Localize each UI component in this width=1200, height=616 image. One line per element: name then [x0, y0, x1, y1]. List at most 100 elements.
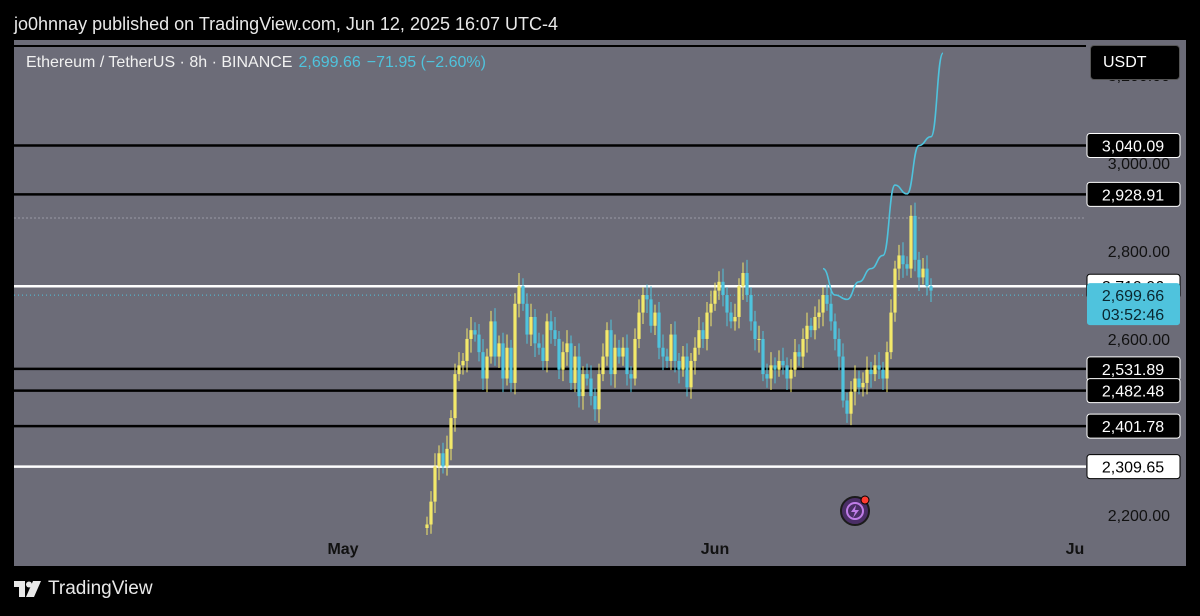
candle [817, 299, 821, 329]
candle [801, 328, 805, 368]
candle-body [909, 215, 913, 269]
candle [821, 287, 825, 327]
candle [513, 293, 517, 395]
candle-body [689, 360, 693, 388]
candle [605, 322, 609, 366]
candle [633, 328, 637, 386]
candle-body [697, 330, 701, 348]
candle-body [853, 378, 857, 392]
candle-body [537, 343, 541, 348]
candle-body [765, 374, 769, 379]
candle-body [821, 294, 825, 313]
time-axis: May Jun Ju [327, 541, 1084, 558]
candle [625, 334, 629, 386]
candle [477, 324, 481, 362]
level-label-text: 3,040.09 [1102, 138, 1164, 155]
candle-body [825, 294, 829, 304]
price-axis: 3,200.003,000.002,800.002,600.002,200.00 [1108, 68, 1170, 525]
candle-body [453, 374, 457, 419]
level-price-label: 2,928.91 [1086, 181, 1181, 207]
price-tick-label: 3,000.00 [1108, 156, 1170, 173]
candle-body [769, 365, 773, 379]
candle-body [529, 316, 533, 335]
level-price-label: 2,401.78 [1086, 413, 1181, 439]
candle-body [509, 347, 513, 383]
candle-body [533, 316, 537, 344]
candle [629, 366, 633, 393]
candle-body [429, 501, 433, 525]
candle-body [857, 378, 861, 388]
time-tick-label: Jun [701, 541, 729, 558]
candle [757, 325, 761, 353]
candle [581, 366, 585, 410]
live-indicator-icon[interactable] [839, 495, 871, 527]
candle-body [597, 374, 601, 410]
candle [609, 319, 613, 386]
candle [697, 316, 701, 355]
candle [593, 388, 597, 421]
candle-body [641, 294, 645, 313]
current-price-box [1087, 283, 1180, 326]
candle-body [881, 369, 885, 379]
candle [729, 302, 733, 329]
candle-body [605, 330, 609, 357]
candle-body [845, 400, 849, 414]
candle [617, 339, 621, 364]
candle [913, 202, 917, 272]
candle [861, 372, 865, 397]
candle [833, 313, 837, 351]
price-tick-label: 2,200.00 [1108, 508, 1170, 525]
level-label-box [1086, 454, 1181, 480]
candle-body [649, 299, 653, 326]
currency-selector[interactable]: USDT [1090, 45, 1180, 80]
candle [433, 453, 437, 514]
candle [905, 256, 909, 276]
candle [525, 293, 529, 344]
candle [721, 268, 725, 307]
projection-path [822, 52, 944, 301]
candle [681, 345, 685, 377]
candle [865, 356, 869, 395]
candle [909, 205, 913, 278]
candle [441, 442, 445, 474]
candle-body [885, 352, 889, 379]
level-label-box [1086, 181, 1181, 207]
level-label-text: 2,531.89 [1102, 362, 1164, 379]
candle-body [573, 356, 577, 383]
candle-body [621, 347, 625, 357]
candle-body [861, 382, 865, 388]
candle [829, 290, 833, 331]
candle-body [877, 365, 881, 370]
candle [761, 331, 765, 382]
brand-name: TradingView [48, 578, 153, 599]
candle [781, 347, 785, 375]
candle-body [593, 396, 597, 410]
level-price-label: 3,040.09 [1086, 132, 1181, 158]
candle-body [633, 338, 637, 379]
candle-body [793, 352, 797, 370]
candle-body [905, 264, 909, 269]
time-tick-label: Ju [1066, 541, 1085, 558]
candle-body [773, 365, 777, 370]
candle-body [705, 312, 709, 339]
candle [589, 365, 593, 406]
candle [489, 310, 493, 364]
candle [505, 334, 509, 386]
candle-body [809, 325, 813, 331]
symbol-name: Ethereum / TetherUS · 8h · BINANCE [26, 54, 293, 71]
candle [549, 310, 553, 344]
candle [653, 304, 657, 335]
candle [785, 357, 789, 390]
candle [809, 317, 813, 338]
candle-body [729, 312, 733, 322]
candle-body [457, 365, 461, 375]
candle-body [581, 374, 585, 397]
candle [465, 328, 469, 373]
candle-body [657, 312, 661, 348]
candle-body [617, 347, 621, 357]
candle [869, 361, 873, 388]
candle [573, 345, 577, 393]
candle [841, 343, 845, 408]
candle-body [713, 290, 717, 304]
